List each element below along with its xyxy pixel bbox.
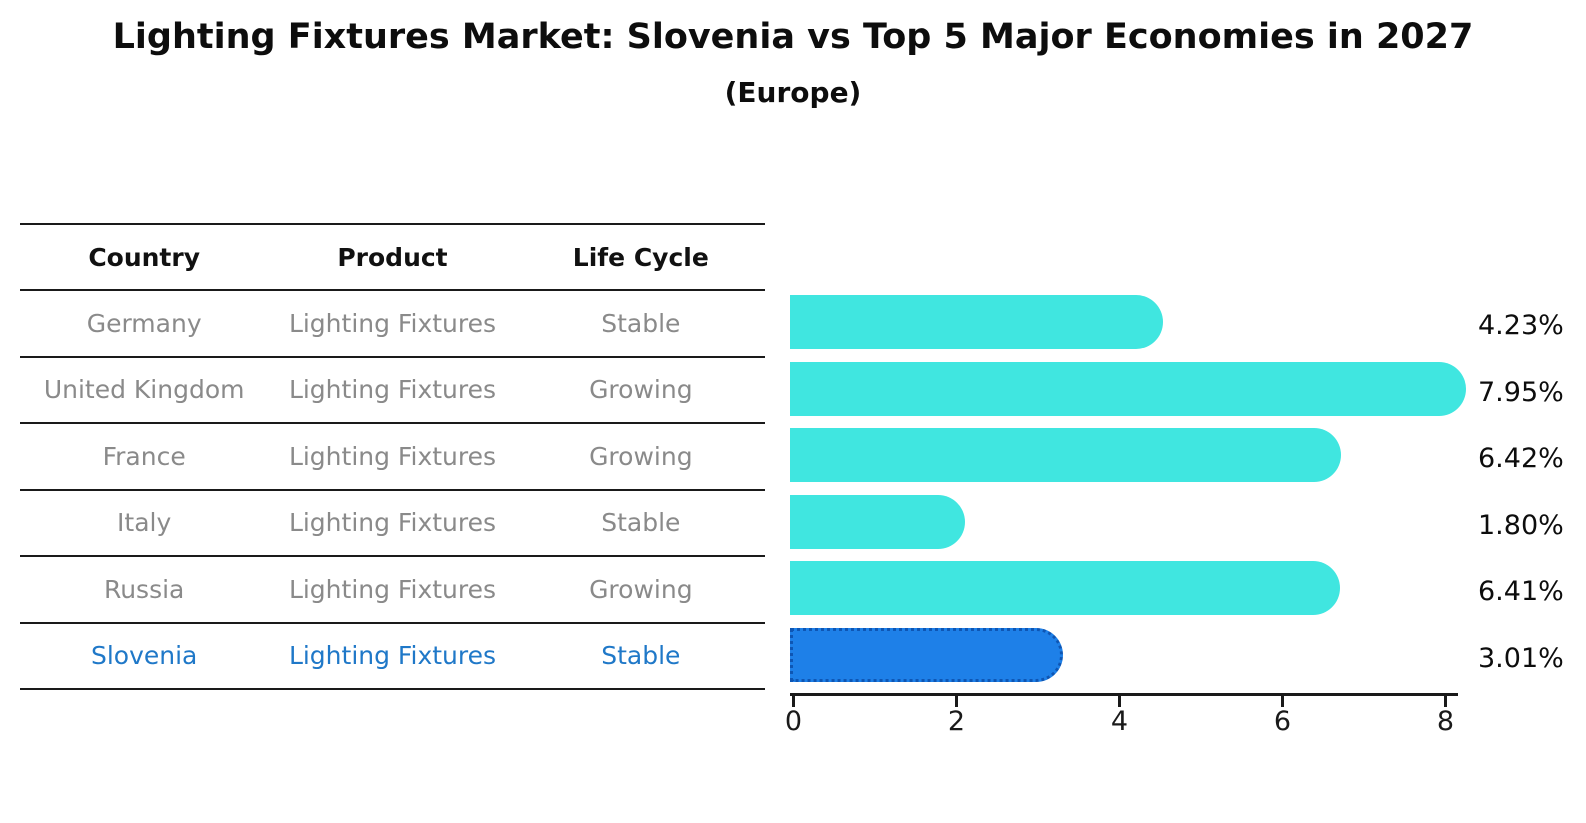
cell-lifecycle: Growing — [589, 574, 693, 604]
cell-product: Lighting Fixtures — [288, 441, 497, 471]
cell-product: Lighting Fixtures — [288, 641, 497, 671]
x-tick-mark-2 — [955, 696, 958, 707]
bar-united-kingdom — [790, 361, 1466, 416]
bar-france — [790, 428, 1342, 482]
value-label-italy: 1.80% — [1478, 509, 1564, 541]
country-table: Country Product Life Cycle Germany Lighti… — [20, 223, 765, 690]
cell-country: France — [102, 441, 186, 471]
table-header-row: Country Product Life Cycle — [20, 225, 765, 291]
table-row-germany: Germany Lighting Fixtures Stable — [20, 291, 765, 358]
x-tick-label-4: 4 — [1110, 706, 1129, 737]
x-tick-mark-4 — [1118, 696, 1121, 707]
table-header-lifecycle: Life Cycle — [572, 242, 709, 272]
cell-country: Slovenia — [90, 641, 198, 671]
x-tick-mark-0 — [792, 696, 795, 707]
cell-product: Lighting Fixtures — [288, 308, 497, 338]
table-row-italy: Italy Lighting Fixtures Stable — [20, 491, 765, 557]
bar-russia — [790, 561, 1341, 615]
value-label-united-kingdom: 7.95% — [1478, 376, 1564, 408]
value-label-france: 6.42% — [1478, 443, 1564, 474]
cell-lifecycle: Growing — [589, 375, 693, 405]
table-row-russia: Russia Lighting Fixtures Growing — [20, 557, 765, 624]
table-header-country: Country — [88, 242, 201, 272]
value-label-slovenia: 3.01% — [1478, 642, 1564, 674]
chart-subtitle: (Europe) — [724, 76, 862, 109]
table-row-france: France Lighting Fixtures Growing — [20, 424, 765, 491]
x-tick-mark-8 — [1444, 696, 1447, 707]
cell-country: Russia — [103, 574, 185, 604]
cell-country: Germany — [86, 308, 202, 338]
x-tick-label-0: 0 — [784, 706, 803, 737]
cell-product: Lighting Fixtures — [288, 574, 497, 604]
cell-country: United Kingdom — [43, 375, 245, 405]
table-header-product: Product — [337, 242, 448, 272]
bar-plot: 0 2 4 6 8 4.23% 7.95% 6.42% 1.80% 6.41% 3.01% — [785, 0, 1586, 823]
x-tick-label-6: 6 — [1273, 706, 1292, 737]
x-tick-mark-6 — [1281, 696, 1284, 707]
cell-lifecycle: Stable — [601, 508, 681, 538]
cell-lifecycle: Stable — [601, 308, 681, 338]
bar-slovenia — [790, 627, 1064, 682]
chart-title: Lighting Fixtures Market: Slovenia vs To… — [112, 17, 1474, 57]
table-row-slovenia: Slovenia Lighting Fixtures Stable — [20, 624, 765, 690]
bar-germany — [790, 295, 1163, 349]
bar-italy — [790, 494, 965, 549]
cell-product: Lighting Fixtures — [288, 375, 497, 405]
value-label-russia: 6.41% — [1478, 576, 1564, 607]
value-label-germany: 4.23% — [1478, 310, 1564, 341]
table-row-united-kingdom: United Kingdom Lighting Fixtures Growing — [20, 358, 765, 424]
cell-lifecycle: Stable — [601, 641, 681, 671]
cell-product: Lighting Fixtures — [288, 508, 497, 538]
cell-lifecycle: Growing — [589, 441, 693, 471]
table-body: Germany Lighting Fixtures Stable United Kin… — [20, 291, 765, 690]
x-tick-label-2: 2 — [947, 706, 966, 737]
cell-country: Italy — [117, 508, 172, 538]
x-axis-line — [790, 693, 1458, 696]
x-tick-label-8: 8 — [1436, 706, 1455, 737]
